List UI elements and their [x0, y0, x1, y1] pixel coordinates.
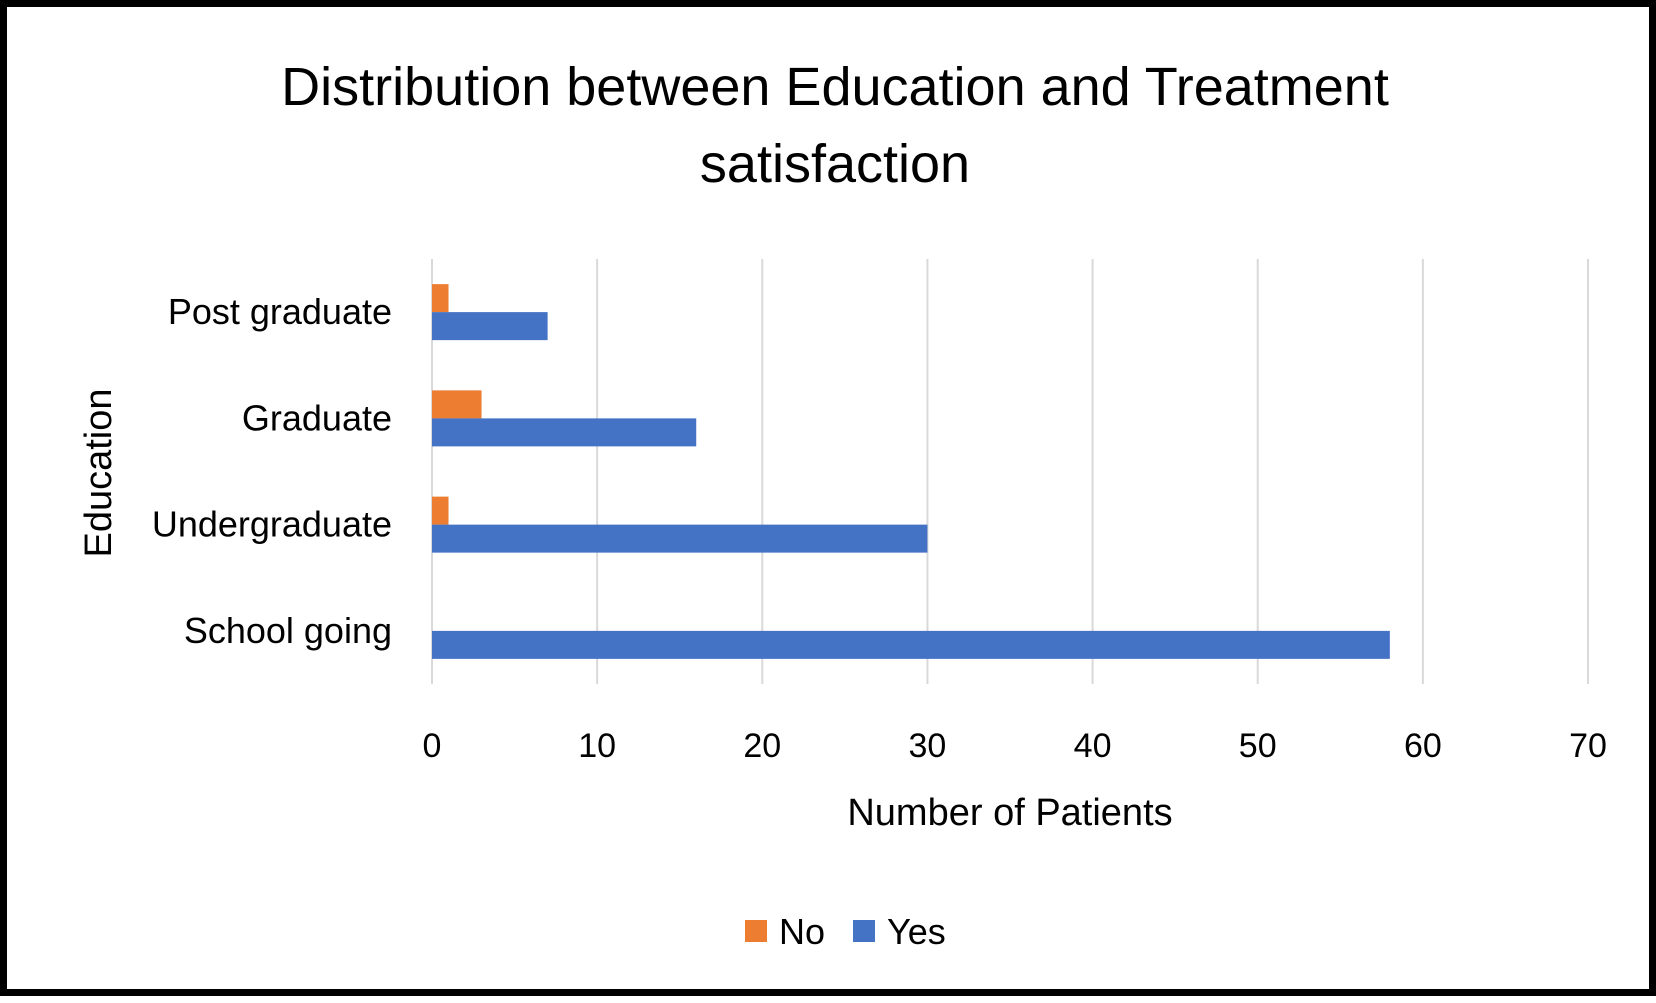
chart-title-line-1: Distribution between Education and Treat… [281, 57, 1389, 117]
category-labels: Post graduate Graduate Undergraduate School… [152, 291, 392, 651]
category-label: Post graduate [168, 291, 392, 332]
bar-no-undergraduate [432, 496, 449, 525]
x-tick-label: 10 [578, 727, 616, 765]
x-tick-labels: 0 10 20 30 40 50 60 70 [423, 727, 1607, 765]
legend-swatch-yes [853, 920, 875, 942]
x-tick-label: 60 [1404, 727, 1442, 765]
bar-yes-post-graduate [432, 312, 548, 341]
chart-title-line-2: satisfaction [700, 134, 970, 194]
bar-no-graduate [432, 390, 482, 419]
bar-no-post-graduate [432, 284, 449, 313]
legend-swatch-no [745, 920, 767, 942]
category-label: School going [184, 610, 392, 651]
legend-label-no: No [779, 911, 825, 952]
legend-label-yes: Yes [887, 911, 946, 952]
bar-yes-graduate [432, 418, 697, 447]
category-label: Graduate [242, 397, 392, 438]
x-tick-label: 30 [909, 727, 947, 765]
bars [432, 284, 1390, 659]
chart-canvas: Distribution between Education and Treat… [78, 57, 1607, 952]
y-axis-label: Education [78, 388, 120, 557]
x-tick-label: 20 [743, 727, 781, 765]
x-axis-label: Number of Patients [847, 792, 1172, 834]
x-tick-label: 40 [1074, 727, 1112, 765]
category-label: Undergraduate [152, 504, 392, 545]
bar-yes-school-going [432, 630, 1390, 659]
x-tick-label: 50 [1239, 727, 1277, 765]
bar-yes-undergraduate [432, 524, 928, 553]
x-tick-label: 0 [423, 727, 442, 765]
gridlines [431, 259, 1589, 684]
legend: No Yes [745, 911, 946, 952]
x-tick-label: 70 [1569, 727, 1607, 765]
